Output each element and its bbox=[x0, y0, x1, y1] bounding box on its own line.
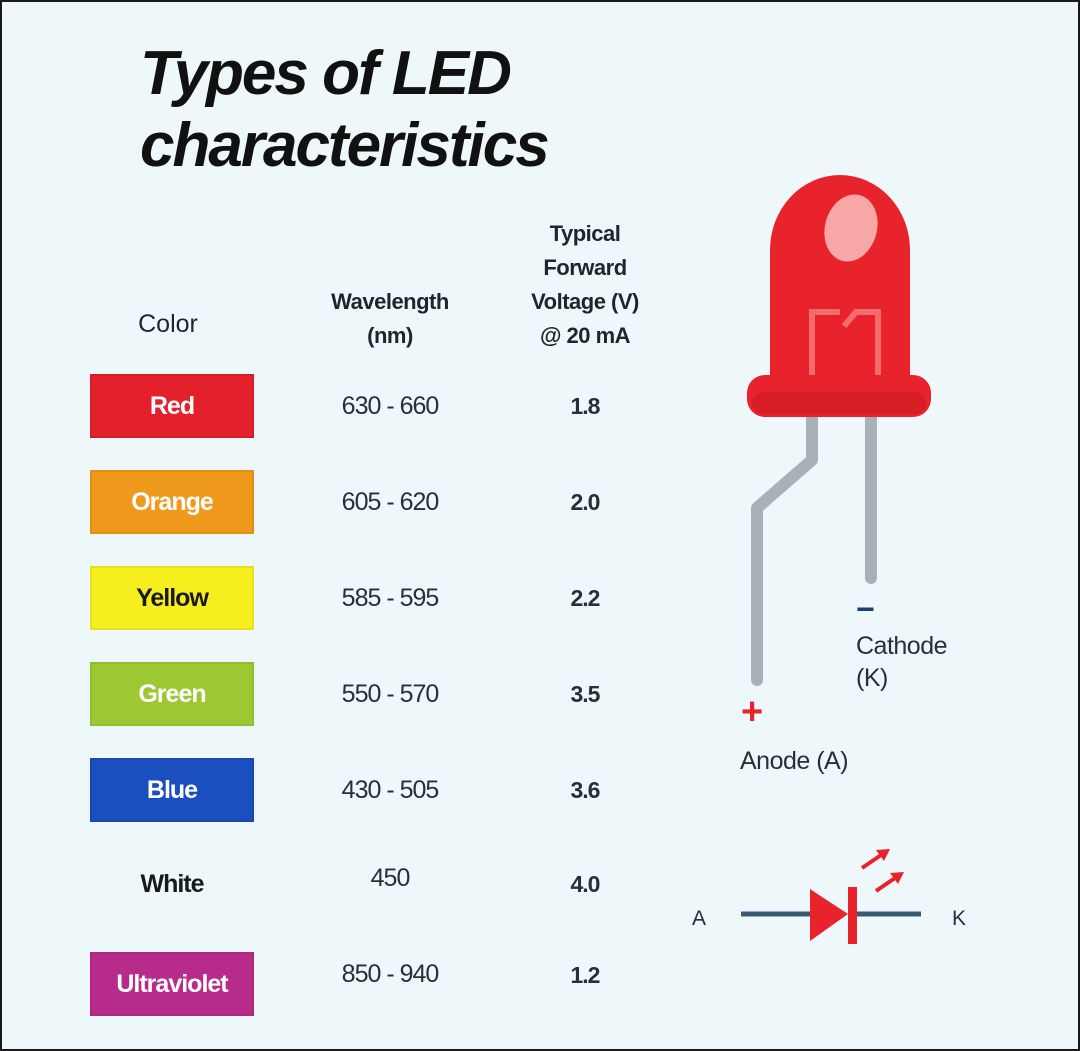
wavelength-cell: 585 - 595 bbox=[341, 583, 440, 612]
cathode-label-line-2: (K) bbox=[856, 664, 888, 692]
cathode-sign: − bbox=[856, 591, 875, 627]
header-voltage-line-3: Voltage (V) bbox=[531, 289, 639, 314]
cathode-label: Cathode (K) bbox=[856, 630, 948, 694]
table-row: Red 630 - 660 1.8 bbox=[0, 374, 680, 440]
anode-label: Anode (A) bbox=[740, 747, 849, 775]
diode-bar bbox=[848, 887, 857, 944]
table-row: Orange 605 - 620 2.0 bbox=[0, 470, 680, 536]
page-title: Types of LED characteristics bbox=[140, 38, 550, 182]
light-arrows-icon bbox=[860, 849, 904, 893]
header-color: Color bbox=[138, 310, 198, 338]
title-line-1: Types of LED bbox=[140, 39, 512, 108]
anode-sign: + bbox=[741, 691, 763, 733]
color-swatch: Yellow bbox=[90, 566, 254, 630]
color-swatch: White bbox=[140, 869, 204, 898]
wavelength-cell: 630 - 660 bbox=[341, 391, 440, 420]
header-voltage: Typical Forward Voltage (V) @ 20 mA bbox=[500, 217, 670, 353]
voltage-cell: 3.5 bbox=[570, 680, 601, 707]
wavelength-cell: 850 - 940 bbox=[341, 960, 440, 988]
voltage-cell: 2.0 bbox=[570, 488, 601, 515]
color-swatch: Orange bbox=[90, 470, 254, 534]
header-wavelength-unit: (nm) bbox=[367, 323, 413, 348]
wavelength-cell: 430 - 505 bbox=[341, 775, 440, 804]
header-voltage-line-1: Typical bbox=[549, 221, 621, 246]
header-wavelength: Wavelength (nm) bbox=[300, 285, 480, 353]
symbol-cathode-letter: K bbox=[952, 907, 966, 930]
voltage-cell: 1.8 bbox=[570, 392, 601, 419]
table-row: Green 550 - 570 3.5 bbox=[0, 662, 680, 728]
led-schematic-symbol bbox=[741, 849, 921, 944]
diode-triangle bbox=[810, 889, 848, 941]
anode-lead bbox=[751, 404, 818, 686]
led-flange-shade bbox=[752, 392, 926, 414]
voltage-cell: 4.0 bbox=[570, 870, 601, 897]
table-row: Blue 430 - 505 3.6 bbox=[0, 758, 680, 824]
led-die bbox=[809, 309, 881, 384]
color-swatch: Green bbox=[90, 662, 254, 726]
voltage-cell: 3.6 bbox=[570, 776, 601, 803]
table-row: White 450 4.0 bbox=[0, 852, 680, 918]
color-swatch: Ultraviolet bbox=[90, 952, 254, 1016]
color-swatch: Blue bbox=[90, 758, 254, 822]
header-wavelength-line: Wavelength bbox=[331, 289, 449, 314]
wavelength-cell: 605 - 620 bbox=[341, 487, 440, 516]
voltage-cell: 1.2 bbox=[570, 962, 601, 988]
voltage-cell: 2.2 bbox=[570, 584, 601, 611]
table-row: Ultraviolet 850 - 940 1.2 bbox=[0, 952, 680, 1018]
title-line-2: characteristics bbox=[140, 111, 550, 180]
wavelength-cell: 550 - 570 bbox=[341, 679, 440, 708]
header-voltage-line-4: @ 20 mA bbox=[539, 323, 631, 348]
header-voltage-line-2: Forward bbox=[543, 255, 627, 280]
color-swatch: Red bbox=[90, 374, 254, 438]
table-row: Yellow 585 - 595 2.2 bbox=[0, 566, 680, 632]
symbol-anode-letter: A bbox=[692, 907, 706, 930]
cathode-label-line-1: Cathode bbox=[856, 632, 948, 660]
wavelength-cell: 450 bbox=[370, 864, 411, 892]
led-highlight bbox=[824, 194, 878, 262]
